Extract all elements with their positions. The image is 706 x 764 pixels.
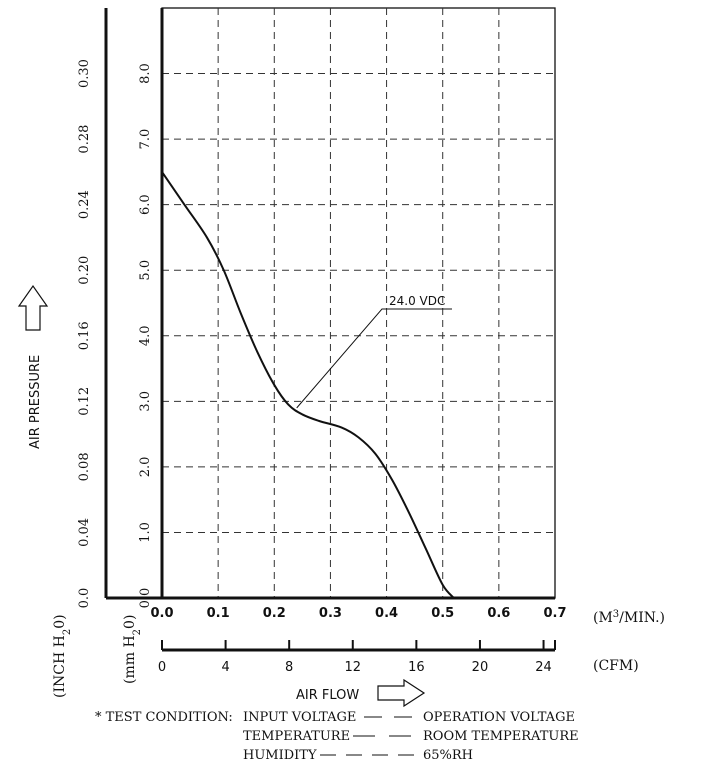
x-tick-labels: 0.0 0.1 0.2 0.3 0.4 0.5 0.6 0.7 — [150, 606, 566, 621]
y-tick-label-mm: 2.0 — [138, 457, 153, 478]
x-tick-label: 0.0 — [150, 606, 173, 621]
condition-label-temperature: TEMPERATURE — [243, 729, 350, 744]
annotation-leader-line — [296, 308, 452, 409]
cfm-tick-label: 12 — [344, 660, 361, 675]
y-tick-label-inch: 0.04 — [77, 518, 92, 547]
x-unit-m3-label: (M3/MIN.) — [593, 609, 665, 627]
y-tick-labels-mm: 0.0 1.0 2.0 3.0 4.0 5.0 6.0 7.0 8.0 — [138, 63, 153, 608]
y-tick-label-inch: 0.24 — [77, 190, 92, 219]
y-tick-label-inch: 0.12 — [77, 387, 92, 416]
y-tick-label-mm: 1.0 — [138, 522, 153, 543]
y-tick-label-inch: 0.20 — [77, 256, 92, 285]
x-tick-label: 0.3 — [319, 606, 342, 621]
y-tick-label-mm: 8.0 — [138, 63, 153, 84]
y-tick-label-inch: 0.0 — [77, 588, 92, 609]
y-axis-title: AIR PRESSURE — [28, 355, 43, 449]
x-tick-label: 0.2 — [263, 606, 286, 621]
x-tick-label: 0.7 — [543, 606, 566, 621]
test-condition: * TEST CONDITION: INPUT VOLTAGE OPERATIO… — [95, 710, 579, 763]
y-unit-mm-label: (mm H20) — [122, 615, 143, 684]
grid-lines — [162, 8, 555, 598]
cfm-tick-label: 20 — [472, 660, 489, 675]
y-tick-label-mm: 5.0 — [138, 260, 153, 281]
y-tick-label-inch: 0.08 — [77, 452, 92, 481]
series-24vdc-curve — [161, 171, 455, 599]
y-tick-labels-inch: 0.0 0.04 0.08 0.12 0.16 0.20 0.24 0.28 0.30 — [77, 59, 92, 608]
annotation-label: 24.0 VDC — [389, 294, 445, 308]
cfm-tick-label: 16 — [408, 660, 425, 675]
test-condition-prefix: * TEST CONDITION: — [95, 710, 233, 725]
cfm-tick-label: 8 — [285, 660, 293, 675]
condition-value-voltage: OPERATION VOLTAGE — [423, 710, 575, 725]
condition-value-temperature: ROOM TEMPERATURE — [423, 729, 579, 744]
y-tick-label-mm: 6.0 — [138, 194, 153, 215]
cfm-tick-label: 24 — [535, 660, 552, 675]
y-tick-label-inch: 0.30 — [77, 59, 92, 88]
y-tick-label-inch: 0.16 — [77, 321, 92, 350]
y-tick-label-inch: 0.28 — [77, 125, 92, 154]
right-arrow-icon — [377, 678, 426, 708]
cfm-tick-label: 0 — [158, 660, 166, 675]
y-tick-label-mm: 3.0 — [138, 391, 153, 412]
x-tick-label: 0.5 — [431, 606, 454, 621]
condition-label-humidity: HUMIDITY — [243, 748, 317, 763]
y-tick-label-mm: 0.0 — [138, 588, 153, 609]
up-arrow-icon — [17, 284, 49, 331]
y-tick-label-mm: 4.0 — [138, 325, 153, 346]
cfm-tick-label: 4 — [221, 660, 229, 675]
x-tick-label: 0.6 — [487, 606, 510, 621]
plot-frame — [161, 7, 556, 599]
x-tick-label: 0.1 — [207, 606, 230, 621]
x-tick-label: 0.4 — [375, 606, 398, 621]
x-axis-title: AIR FLOW — [296, 688, 359, 703]
y-tick-label-mm: 7.0 — [138, 129, 153, 150]
x-unit-cfm-label: (CFM) — [593, 658, 639, 674]
cfm-axis-ticks: 0 4 8 12 16 20 24 — [158, 640, 556, 675]
condition-value-humidity: 65%RH — [423, 748, 473, 763]
condition-label-voltage: INPUT VOLTAGE — [243, 710, 356, 725]
y-unit-inch-label: (INCH H20) — [52, 614, 73, 698]
